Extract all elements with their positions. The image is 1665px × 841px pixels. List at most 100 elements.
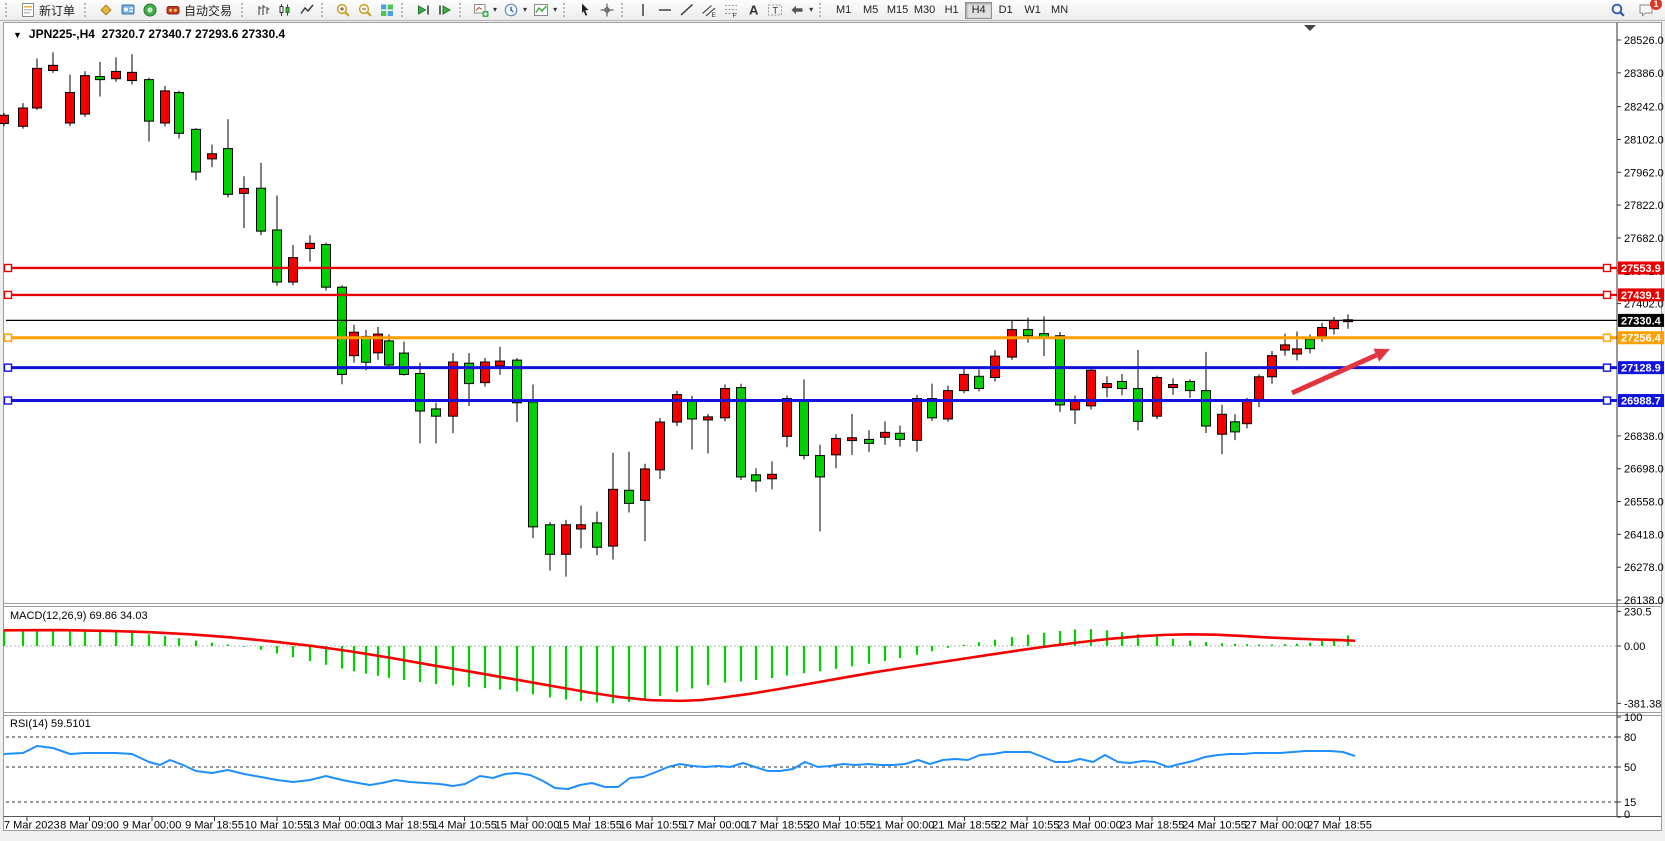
zoom-in-button[interactable]	[332, 1, 354, 20]
timeframe-button-m5[interactable]: M5	[862, 4, 879, 16]
macd-scale-label: -381.38	[1624, 698, 1661, 710]
equidistant-channel-button[interactable]: E	[698, 1, 720, 20]
profiles-button[interactable]: ▾	[500, 1, 530, 20]
candle-body	[782, 398, 792, 437]
timeframe-button-m15[interactable]: M15	[886, 4, 909, 16]
candle-body	[1133, 387, 1143, 422]
candle-body	[655, 421, 665, 471]
line-handle[interactable]	[1602, 290, 1612, 300]
auto-scroll-icon	[418, 5, 430, 15]
line-handle[interactable]	[1602, 333, 1612, 342]
new-chart-icon	[474, 4, 489, 17]
price-tag	[1618, 361, 1664, 375]
toolbar-group-separator	[84, 3, 91, 17]
price-tag-label: 27256.4	[1621, 333, 1662, 345]
line-handle[interactable]	[3, 263, 13, 273]
line-handle[interactable]	[1602, 263, 1612, 273]
date-label: 13 Mar 18:55	[370, 820, 435, 832]
navigator-button[interactable]	[139, 1, 161, 20]
candle-body	[767, 473, 777, 480]
fibonacci-button[interactable]: F	[720, 1, 742, 20]
indicators-button[interactable]: ▾	[530, 1, 560, 20]
timeframe-button-mn[interactable]: MN	[1051, 4, 1069, 16]
search-button[interactable]	[1607, 1, 1629, 20]
crosshair-button[interactable]	[596, 1, 618, 20]
dropdown-caret-icon: ▾	[809, 5, 814, 14]
trendline-button[interactable]	[676, 1, 698, 20]
timeframe-button-m1[interactable]: M1	[835, 4, 852, 16]
candle-body	[191, 128, 201, 173]
bar-chart-button[interactable]	[252, 1, 274, 20]
candle-body	[974, 375, 984, 389]
chart-shift-marker-icon[interactable]	[1304, 25, 1316, 31]
macd-signal-line	[3, 628, 1356, 703]
new-order-button[interactable]: 新订单	[16, 1, 81, 20]
date-label: 14 Mar 10:55	[432, 820, 497, 832]
auto-scroll-button[interactable]	[412, 1, 434, 20]
timeframe-button-d1[interactable]: D1	[998, 4, 1013, 16]
timeframe-button-h4[interactable]: H4	[965, 1, 993, 19]
date-label: 27 Mar 18:55	[1307, 820, 1372, 832]
candle-body	[337, 286, 347, 375]
line-handle[interactable]	[3, 333, 13, 342]
cursor-button[interactable]	[574, 1, 596, 20]
line-chart-button[interactable]	[296, 1, 318, 20]
macd-scale-label: 230.5	[1624, 606, 1652, 618]
candle-body	[1117, 380, 1127, 389]
candle-body	[736, 387, 746, 478]
text-button[interactable]: A	[742, 1, 764, 20]
timeframe-button-m30[interactable]: M30	[913, 4, 936, 16]
zoom-out-icon	[358, 3, 372, 17]
vline-icon	[642, 4, 644, 16]
channel-icon: E	[702, 5, 717, 18]
line-handle[interactable]	[1602, 396, 1612, 405]
date-label: 15 Mar 18:55	[557, 820, 622, 832]
candle-body	[305, 242, 315, 249]
profiles-icon	[504, 3, 518, 17]
candle-body	[576, 524, 586, 530]
timeframe-button-h1[interactable]: H1	[944, 4, 959, 16]
candle-body	[959, 373, 969, 392]
candlestick-chart-button[interactable]	[274, 1, 296, 20]
tile-windows-button[interactable]	[376, 1, 398, 20]
trend-arrow-head[interactable]	[1373, 348, 1390, 362]
shapes-button[interactable]: ▾	[786, 1, 816, 20]
rsi-line	[3, 745, 1356, 790]
navigator-icon	[143, 3, 157, 17]
market-watch-button[interactable]	[95, 1, 117, 20]
date-label: 17 Mar 18:55	[745, 820, 810, 832]
timeframe-button-w1[interactable]: W1	[1024, 4, 1041, 16]
candle-body	[751, 474, 761, 482]
line-handle[interactable]	[3, 290, 13, 300]
candle-body	[815, 455, 825, 478]
candle-body	[127, 71, 137, 82]
price-tag	[1618, 261, 1664, 275]
line-handle[interactable]	[3, 363, 13, 372]
vertical-line-button[interactable]	[632, 1, 654, 20]
new-chart-button[interactable]: ▾	[470, 1, 500, 20]
line-handle[interactable]	[3, 396, 13, 405]
hline-icon	[659, 9, 672, 11]
candle-body	[1292, 348, 1302, 355]
horizontal-line-button[interactable]	[654, 1, 676, 20]
zoom-out-button[interactable]	[354, 1, 376, 20]
text-label-button[interactable]: T	[764, 1, 786, 20]
line-handle[interactable]	[1602, 363, 1612, 372]
candle-body	[160, 90, 170, 124]
symbol-dropdown-icon[interactable]: ▼	[13, 30, 22, 40]
candle-body	[361, 335, 371, 363]
data-window-button[interactable]	[117, 1, 139, 20]
candle-body	[672, 394, 682, 423]
chart-shift-icon	[439, 5, 452, 15]
toolbar-group-separator	[241, 3, 248, 17]
candle-body	[448, 361, 458, 417]
chat-button[interactable]: 1	[1635, 0, 1662, 20]
autotrading-button[interactable]: 自动交易	[161, 1, 238, 20]
price-tag-label: 26988.7	[1621, 396, 1661, 408]
price-tick-label: 27822.0	[1624, 200, 1664, 212]
trend-arrow-line[interactable]	[1290, 352, 1378, 396]
candle-body	[349, 331, 359, 357]
candle-body	[0, 114, 9, 124]
chart-shift-button[interactable]	[434, 1, 456, 20]
